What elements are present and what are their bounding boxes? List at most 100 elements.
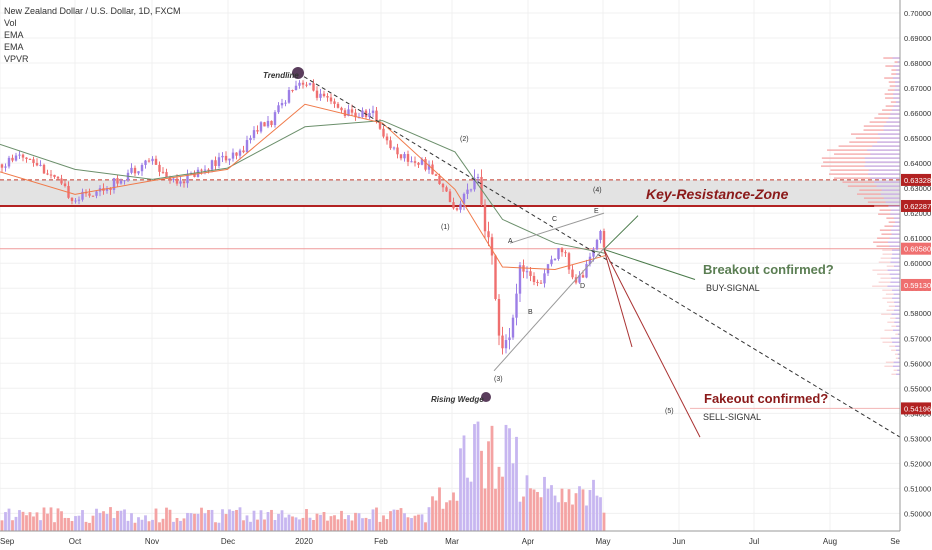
volume-bars bbox=[0, 421, 606, 531]
y-tick-label: 0.60000 bbox=[904, 259, 931, 268]
candle bbox=[329, 97, 333, 102]
volume-bar bbox=[95, 508, 98, 531]
volume-bar bbox=[340, 510, 343, 531]
volume-bar bbox=[70, 521, 74, 531]
vp-bar bbox=[891, 233, 900, 235]
candle bbox=[571, 269, 574, 278]
vp-bar bbox=[892, 249, 900, 251]
y-tick-label: 0.55000 bbox=[904, 384, 931, 393]
vp-bar bbox=[896, 69, 900, 71]
candle bbox=[11, 157, 14, 161]
volume-bar bbox=[259, 510, 263, 531]
volume-bar bbox=[333, 515, 336, 531]
vp-bar bbox=[885, 361, 900, 363]
volume-bar bbox=[175, 518, 179, 531]
wedge-lower-line bbox=[493, 247, 605, 372]
candle bbox=[340, 107, 343, 111]
candle bbox=[469, 189, 473, 191]
candle bbox=[109, 188, 112, 190]
wave-4-label: (4) bbox=[593, 187, 602, 194]
candle bbox=[28, 158, 32, 160]
y-tick-label: 0.62000 bbox=[904, 209, 931, 218]
vp-bar bbox=[892, 253, 900, 255]
vp-bar bbox=[883, 125, 900, 127]
volume-bar bbox=[459, 448, 462, 531]
vp-bar bbox=[823, 161, 900, 163]
volume-bar bbox=[602, 512, 606, 531]
candle bbox=[347, 109, 350, 117]
candle bbox=[182, 181, 186, 184]
volume-bar bbox=[18, 510, 21, 531]
vp-bar bbox=[896, 325, 900, 327]
vp-bar bbox=[886, 121, 900, 123]
y-tick-label: 0.51000 bbox=[904, 484, 931, 493]
volume-bar bbox=[438, 487, 441, 531]
volume-bar bbox=[315, 513, 319, 531]
candle bbox=[389, 140, 392, 149]
vp-bar bbox=[889, 273, 900, 275]
candle bbox=[70, 197, 74, 202]
volume-bar bbox=[571, 504, 574, 531]
volume-bar bbox=[126, 520, 130, 531]
volume-bar bbox=[567, 489, 571, 531]
candle bbox=[235, 152, 238, 156]
vp-bar bbox=[895, 333, 900, 335]
volume-bar bbox=[91, 515, 95, 531]
vp-bar bbox=[891, 109, 900, 111]
vp-bar bbox=[893, 309, 900, 311]
candle bbox=[585, 264, 588, 278]
volume-bar bbox=[203, 513, 207, 531]
volume-bar bbox=[109, 507, 112, 531]
candle bbox=[137, 171, 140, 174]
x-tick-label: Feb bbox=[374, 537, 388, 546]
candle bbox=[368, 113, 371, 118]
wedge-marker bbox=[481, 392, 491, 403]
sell-signal-label: SELL-SIGNAL bbox=[703, 412, 761, 422]
volume-bar bbox=[319, 514, 322, 531]
vp-bar bbox=[886, 301, 900, 303]
candle bbox=[7, 157, 11, 167]
candle bbox=[21, 154, 25, 158]
volume-bar bbox=[242, 520, 245, 531]
vp-bar bbox=[895, 345, 900, 347]
candle bbox=[186, 174, 189, 184]
volume-bar bbox=[336, 519, 340, 531]
candle bbox=[529, 271, 532, 276]
volume-bar bbox=[179, 520, 182, 531]
buy-signal-label: BUY-SIGNAL bbox=[706, 283, 760, 293]
vp-bar bbox=[886, 265, 900, 267]
x-tick-label: Sep bbox=[0, 537, 15, 546]
candle bbox=[280, 102, 284, 106]
volume-bar bbox=[413, 515, 417, 531]
vp-bar bbox=[885, 201, 900, 203]
vp-bar bbox=[872, 269, 900, 271]
candle bbox=[333, 101, 336, 104]
candle bbox=[553, 258, 557, 260]
candle bbox=[455, 208, 459, 210]
volume-bar bbox=[277, 513, 280, 531]
fakeout-arrow bbox=[603, 249, 633, 348]
candle bbox=[511, 317, 515, 338]
vp-bar bbox=[876, 185, 900, 187]
candle bbox=[273, 112, 277, 126]
wave-a-label: A bbox=[508, 238, 513, 245]
candle bbox=[151, 158, 154, 162]
candle bbox=[147, 160, 151, 162]
x-tick-label: Apr bbox=[522, 537, 535, 546]
vp-bar bbox=[895, 85, 900, 87]
vp-bar bbox=[884, 225, 900, 227]
candle bbox=[56, 176, 60, 179]
volume-bar bbox=[385, 519, 389, 531]
vp-bar bbox=[890, 229, 900, 231]
vp-bar bbox=[892, 341, 900, 343]
candle bbox=[39, 164, 42, 166]
volume-bar bbox=[291, 516, 294, 531]
volume-bar bbox=[249, 521, 252, 531]
vp-bar bbox=[887, 269, 900, 271]
volume-bar bbox=[452, 492, 455, 531]
candle bbox=[214, 160, 217, 166]
candle bbox=[399, 154, 403, 159]
indicator-vpvr: VPVR bbox=[4, 54, 29, 64]
volume-bar bbox=[585, 505, 588, 531]
